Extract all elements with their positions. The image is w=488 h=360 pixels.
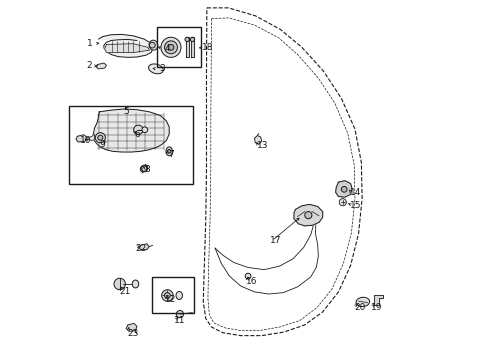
Circle shape — [304, 212, 311, 219]
Circle shape — [339, 199, 346, 206]
Circle shape — [161, 37, 181, 57]
Polygon shape — [87, 134, 94, 140]
Ellipse shape — [149, 40, 158, 50]
Text: 10: 10 — [80, 136, 92, 145]
Polygon shape — [93, 109, 169, 152]
Polygon shape — [335, 181, 351, 197]
Text: 9: 9 — [99, 140, 104, 149]
Ellipse shape — [140, 165, 147, 172]
Polygon shape — [104, 44, 149, 53]
Circle shape — [164, 293, 170, 298]
Circle shape — [176, 311, 183, 318]
Circle shape — [168, 44, 174, 50]
Polygon shape — [139, 244, 149, 249]
Text: 19: 19 — [371, 303, 382, 312]
Text: 3: 3 — [159, 64, 164, 73]
Text: 7: 7 — [168, 150, 174, 159]
Ellipse shape — [132, 280, 139, 288]
Polygon shape — [76, 135, 86, 142]
Polygon shape — [185, 37, 188, 57]
Circle shape — [114, 278, 125, 290]
Circle shape — [167, 149, 171, 153]
Circle shape — [190, 37, 194, 41]
Circle shape — [341, 186, 346, 192]
Text: 16: 16 — [245, 276, 257, 285]
Text: 2: 2 — [86, 62, 92, 71]
Text: 12: 12 — [165, 294, 176, 303]
Polygon shape — [373, 296, 382, 305]
Text: 11: 11 — [174, 316, 185, 325]
Circle shape — [95, 133, 105, 143]
Circle shape — [244, 273, 250, 279]
Circle shape — [141, 166, 147, 171]
Circle shape — [184, 37, 189, 41]
Text: 21: 21 — [120, 287, 131, 296]
Bar — [152, 277, 194, 314]
Circle shape — [133, 125, 142, 134]
Text: 23: 23 — [127, 329, 138, 338]
Bar — [69, 107, 193, 184]
Polygon shape — [96, 63, 106, 69]
Circle shape — [98, 135, 102, 140]
Bar — [157, 27, 201, 67]
Polygon shape — [99, 35, 153, 57]
Text: 5: 5 — [123, 107, 129, 116]
Circle shape — [142, 127, 147, 133]
Text: 22: 22 — [135, 244, 146, 253]
Polygon shape — [126, 323, 137, 331]
Polygon shape — [293, 204, 322, 226]
Text: 17: 17 — [270, 237, 281, 246]
Polygon shape — [254, 135, 261, 144]
Ellipse shape — [176, 292, 182, 300]
Ellipse shape — [148, 64, 163, 74]
Ellipse shape — [355, 297, 369, 307]
Text: 1: 1 — [86, 39, 92, 48]
Polygon shape — [191, 37, 194, 57]
Circle shape — [162, 290, 173, 301]
Text: 4: 4 — [164, 44, 170, 53]
Text: 8: 8 — [144, 166, 150, 175]
Text: 13: 13 — [256, 141, 267, 150]
Text: 18: 18 — [202, 43, 213, 52]
Text: 14: 14 — [349, 188, 361, 197]
Text: 15: 15 — [349, 201, 361, 210]
Text: 20: 20 — [354, 303, 365, 312]
Text: 6: 6 — [134, 130, 140, 139]
Circle shape — [149, 42, 155, 48]
Ellipse shape — [165, 147, 172, 156]
Circle shape — [164, 41, 177, 54]
